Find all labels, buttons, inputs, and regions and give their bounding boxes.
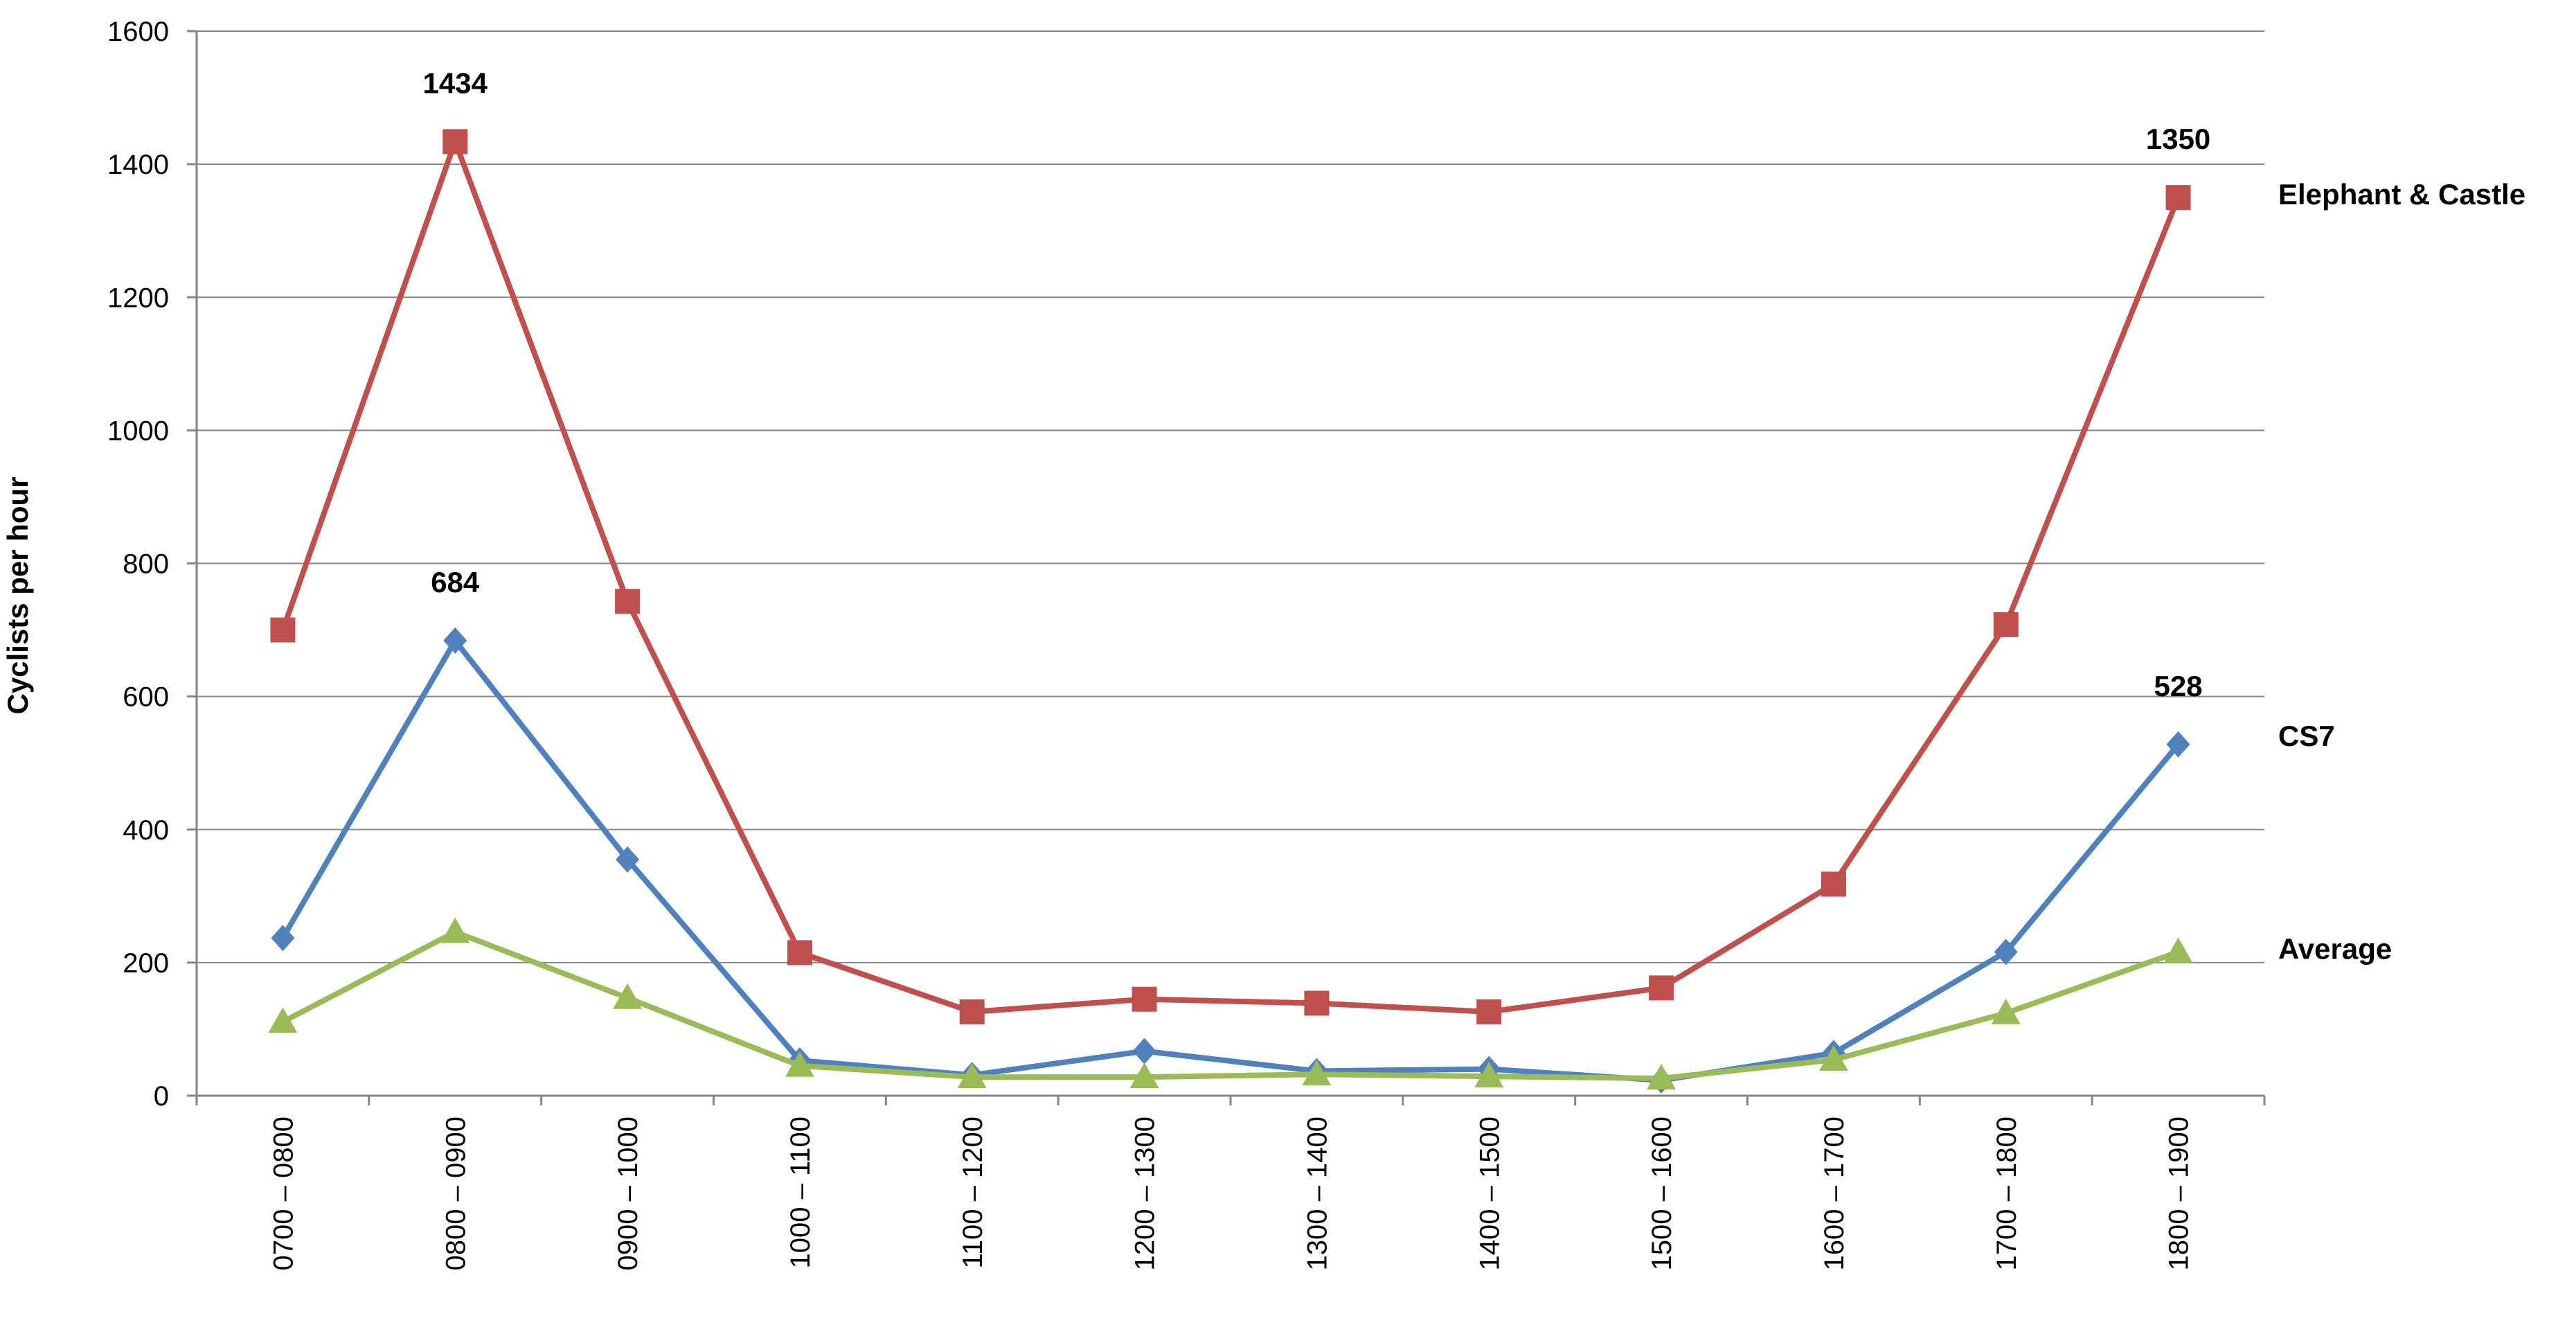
x-tick-label-2: 0900 – 1000	[613, 1116, 643, 1270]
series-label-cs7: CS7	[2278, 720, 2335, 752]
series-layer	[268, 129, 2193, 1094]
series-label-average: Average	[2278, 933, 2392, 965]
data-point-elephant-castle-9	[1821, 871, 1846, 897]
data-point-average-4	[957, 1062, 987, 1089]
data-point-elephant-castle-8	[1649, 975, 1674, 1001]
data-point-elephant-castle-0	[270, 617, 296, 643]
x-tick-label-3: 1000 – 1100	[785, 1116, 816, 1268]
data-point-elephant-castle-3	[787, 940, 812, 965]
y-tick-label-1600: 1600	[107, 17, 169, 47]
data-point-cs7-10	[1994, 938, 2018, 965]
data-point-average-11	[2163, 937, 2193, 963]
data-point-average-5	[1129, 1062, 1159, 1089]
series-average	[268, 917, 2193, 1090]
data-point-elephant-castle-5	[1132, 986, 1157, 1012]
data-point-cs7-2	[616, 846, 640, 873]
data-point-elephant-castle-6	[1304, 990, 1330, 1016]
x-tick-label-9: 1600 – 1700	[1819, 1116, 1850, 1270]
x-tick-label-5: 1200 – 1300	[1130, 1116, 1161, 1270]
data-point-average-6	[1302, 1060, 1332, 1086]
data-point-elephant-castle-11	[2165, 185, 2191, 211]
series-line-cs7	[280, 637, 2181, 1083]
data-point-cs7-5	[1132, 1038, 1156, 1065]
data-point-average-8	[1647, 1064, 1676, 1090]
y-tick-label-200: 200	[123, 948, 169, 979]
data-point-cs7-11	[2166, 731, 2190, 758]
data-point-elephant-castle-4	[959, 999, 985, 1024]
x-tick-label-6: 1300 – 1400	[1302, 1116, 1332, 1270]
data-label-cs7-11: 528	[2154, 670, 2203, 702]
series-label-elephant-castle: Elephant & Castle	[2278, 178, 2525, 211]
y-tick-label-400: 400	[123, 815, 169, 846]
data-point-average-9	[1818, 1045, 1848, 1071]
y-axis-label: Cyclists per hour	[1, 477, 34, 714]
data-point-elephant-castle-2	[615, 589, 641, 614]
x-tick-label-4: 1100 – 1200	[958, 1116, 988, 1268]
data-point-elephant-castle-10	[1993, 612, 2019, 637]
data-point-average-1	[440, 917, 470, 943]
series-cs7	[271, 627, 2190, 1094]
series-elephant-castle	[270, 129, 2191, 1024]
y-tick-label-0: 0	[154, 1081, 169, 1112]
x-tick-label-11: 1800 – 1900	[2164, 1116, 2194, 1270]
data-point-average-2	[613, 983, 643, 1009]
y-tick-label-1200: 1200	[107, 283, 169, 313]
data-point-average-7	[1474, 1062, 1504, 1088]
x-tick-label-0: 0700 – 0800	[268, 1116, 298, 1270]
x-tick-label-7: 1400 – 1500	[1474, 1116, 1505, 1270]
data-point-average-10	[1991, 998, 2021, 1024]
data-point-cs7-0	[271, 925, 295, 952]
series-line-elephant-castle	[280, 139, 2181, 1015]
data-label-cs7-1: 684	[431, 566, 480, 598]
y-tick-labels: 0 200 400 600 800 1000 1200 1400 1600	[107, 17, 169, 1112]
y-tick-label-800: 800	[123, 549, 169, 580]
data-point-cs7-1	[443, 627, 467, 654]
data-point-elephant-castle-1	[442, 129, 468, 154]
data-point-elephant-castle-7	[1476, 999, 1502, 1024]
data-labels: 1434 1350 684 528	[423, 66, 2211, 702]
x-tick-label-10: 1700 – 1800	[1992, 1116, 2022, 1270]
series-line-average	[281, 929, 2179, 1082]
y-tick-label-1000: 1000	[107, 416, 169, 446]
gridlines	[187, 30, 2264, 1097]
data-point-average-3	[785, 1051, 814, 1077]
y-tick-label-600: 600	[123, 682, 169, 713]
data-point-average-0	[268, 1007, 298, 1033]
series-labels: Elephant & Castle CS7 Average	[2278, 178, 2525, 965]
y-tick-label-1400: 1400	[107, 150, 169, 180]
x-tick-label-1: 0800 – 0900	[440, 1116, 471, 1270]
data-label-elephant-castle-11: 1350	[2146, 123, 2210, 155]
x-tick-label-8: 1500 – 1600	[1647, 1116, 1677, 1270]
data-label-elephant-castle-1: 1434	[423, 66, 488, 99]
x-tick-labels: 0700 – 0800 0800 – 0900 0900 – 1000 1000 – …	[195, 1096, 2266, 1270]
